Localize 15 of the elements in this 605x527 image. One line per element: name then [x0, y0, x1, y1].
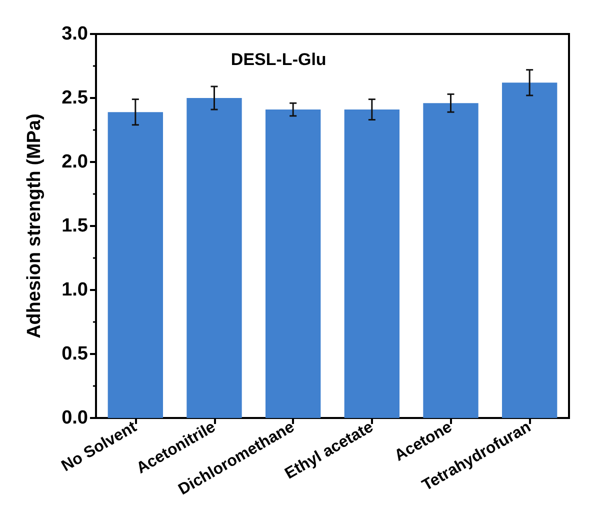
bar: [108, 112, 164, 418]
y-tick-label: 0.5: [62, 344, 88, 364]
y-tick-label: 3.0: [62, 24, 88, 44]
bar: [502, 82, 558, 418]
bar: [265, 110, 321, 418]
y-tick-label: 2.5: [62, 88, 88, 108]
y-tick-label: 1.5: [62, 216, 88, 236]
y-tick-label: 1.0: [62, 280, 88, 300]
y-axis-title: Adhesion strength (MPa): [24, 114, 45, 338]
bar: [423, 103, 478, 418]
y-tick-label: 0.0: [62, 408, 88, 428]
text: DESL-L-Glu: [230, 50, 326, 69]
bar: [186, 98, 242, 418]
y-tick-label: 2.0: [62, 152, 88, 172]
bar: [344, 110, 400, 418]
